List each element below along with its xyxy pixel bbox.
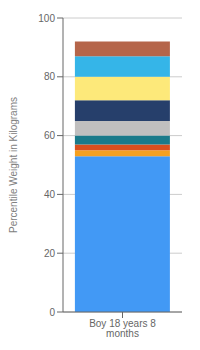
svg-text:40: 40	[44, 189, 56, 200]
svg-text:80: 80	[44, 71, 56, 82]
svg-text:Boy 18 years 8months: Boy 18 years 8months	[89, 318, 156, 339]
svg-text:100: 100	[38, 13, 55, 24]
svg-text:Percentile Weight in Kilograms: Percentile Weight in Kilograms	[8, 97, 19, 233]
svg-text:20: 20	[44, 248, 56, 259]
svg-text:60: 60	[44, 130, 56, 141]
svg-text:0: 0	[49, 307, 55, 318]
